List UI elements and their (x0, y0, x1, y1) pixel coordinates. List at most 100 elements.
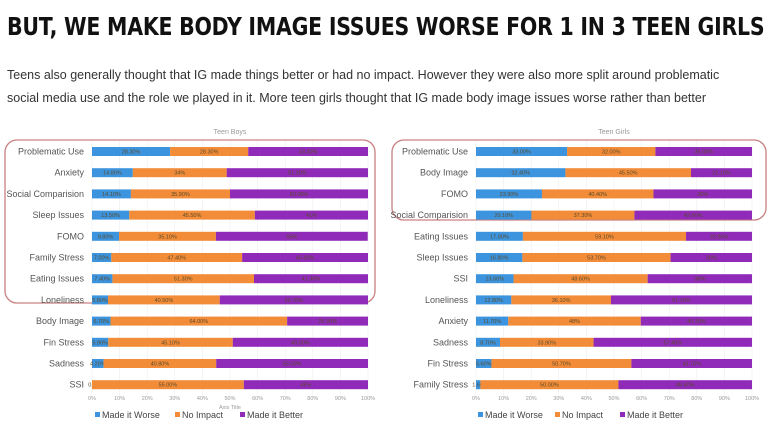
data-label: 48.60% (571, 277, 590, 283)
data-label: 23.90% (710, 234, 729, 240)
legend-label-made-it-better: Made it Better (247, 410, 303, 420)
bar-segment-made-it-better (610, 295, 752, 305)
data-label: 35.10% (158, 234, 177, 240)
x-tick-label: 40% (197, 396, 208, 402)
data-label: 49.00% (291, 340, 310, 346)
data-label: 45.50% (183, 213, 202, 219)
chart-teen-boys: Teen Boys Problematic Use 28.30% 28.30% 43.4… (4, 129, 376, 420)
data-label: 45% (300, 383, 311, 389)
legend-swatch-made-it-better (240, 412, 245, 417)
bar-row: Sleep Issues 16.80% 53.70% 30% (416, 253, 752, 263)
x-tick-label: 70% (280, 396, 291, 402)
bar-segment-made-it-better (232, 337, 368, 347)
category-label: Eating Issues (30, 274, 85, 284)
bar-segment-made-it-better (219, 295, 368, 305)
bar-segment-no-impact (132, 168, 227, 178)
data-label: 36% (697, 192, 708, 198)
bar-row: Sadness 4.20% 40.80% 55.00% (49, 359, 368, 369)
subtitle-line-1: Teens also generally thought that IG mad… (7, 68, 720, 82)
bar-segment-made-it-worse (476, 189, 542, 199)
bar-row: SSI 13.60% 48.60% 38% (453, 274, 752, 284)
data-label: 41.30% (302, 277, 321, 283)
data-label: 57.40% (663, 340, 682, 346)
data-label: 9.80% (98, 234, 114, 240)
bar-row: Fin Stress 5.60% 50.70% 43.70% (427, 359, 752, 369)
bar-row: Fin Stress 5.90% 45.10% 49.00% (43, 337, 368, 347)
bar-segment-made-it-worse (92, 168, 133, 178)
category-label: Loneliness (41, 295, 85, 305)
bar-segment-made-it-worse (92, 253, 112, 262)
bar-segment-no-impact (112, 274, 255, 284)
data-label: 7.40% (94, 277, 110, 283)
data-label: 40.40% (588, 192, 607, 198)
bar-row: SSI0.00%55.00%45% (69, 380, 368, 390)
bar-segment-made-it-worse (476, 231, 523, 241)
category-label: SSI (453, 274, 468, 284)
bar-segment-made-it-better (216, 359, 368, 368)
highlight-box (391, 139, 767, 221)
bar-row: Loneliness 5.80% 40.50% 53.70% (41, 295, 368, 305)
x-tick-label: 80% (307, 396, 318, 402)
bar-segment-made-it-worse (476, 316, 509, 326)
category-label: Anxiety (54, 168, 84, 178)
category-label: Eating Issues (414, 231, 469, 241)
data-label: 13.60% (485, 277, 504, 283)
bar-segment-made-it-worse (476, 210, 532, 220)
bar-segment-made-it-worse (92, 295, 109, 305)
bar-row: Problematic Use 33.00% 32.00% 35.00% (402, 147, 752, 157)
category-label: Sadness (49, 359, 85, 369)
bar-segment-no-impact (103, 359, 217, 368)
x-tick-label: 20% (142, 396, 153, 402)
bar-segment-made-it-worse (476, 380, 481, 390)
data-label: 32.40% (511, 171, 530, 177)
data-label: 33.00% (512, 150, 531, 156)
bar-segment-made-it-better (655, 147, 752, 156)
category-label: Family Stress (413, 380, 468, 390)
data-label: 28.30% (122, 150, 141, 156)
bar-segment-no-impact (108, 337, 233, 347)
x-tick-label: 50% (224, 396, 235, 402)
data-label: 51.10% (672, 298, 691, 304)
category-label: Family Stress (29, 253, 84, 263)
category-label: FOMO (441, 189, 468, 199)
bar-segment-made-it-better (226, 168, 368, 178)
category-label: Body Image (36, 316, 84, 326)
data-label: 14.10% (102, 192, 121, 198)
x-tick-label: 80% (691, 396, 702, 402)
bar-row: Problematic Use 28.30% 28.30% 43.40% (18, 147, 368, 157)
x-tick-label: 100% (361, 396, 375, 402)
category-label: Social Comparision (390, 210, 468, 220)
data-label: 14.80% (103, 171, 122, 177)
x-tick-label: 20% (526, 396, 537, 402)
bar-segment-made-it-better (243, 380, 368, 390)
bar-segment-made-it-better (653, 189, 752, 199)
bar-segment-no-impact (565, 168, 692, 178)
bar-segment-made-it-better (230, 189, 368, 199)
legend-swatch-no-impact (175, 412, 180, 417)
bar-segment-no-impact (513, 274, 648, 284)
bar-segment-no-impact (522, 253, 671, 262)
data-label: 22.10% (712, 171, 731, 177)
bar-segment-made-it-worse (476, 168, 566, 178)
bar-segment-made-it-better (647, 274, 752, 284)
data-label: 51.20% (288, 171, 307, 177)
data-label: 53.70% (285, 298, 304, 304)
x-tick-label: 70% (664, 396, 675, 402)
data-label: 16.80% (490, 256, 509, 262)
legend-swatch-made-it-better (620, 412, 625, 417)
bar-segment-no-impact (108, 295, 220, 305)
data-label: 30% (706, 256, 717, 262)
bar-segment-no-impact (130, 189, 230, 199)
legend-swatch-no-impact (555, 412, 560, 417)
legend-label-made-it-worse: Made it Worse (102, 410, 160, 420)
data-label: 40.50% (155, 298, 174, 304)
bar-segment-made-it-better (670, 253, 752, 262)
bar-segment-no-impact (508, 316, 641, 326)
bar-segment-made-it-better (686, 231, 752, 241)
bar-segment-made-it-better (215, 231, 368, 241)
data-label: 12.80% (484, 298, 503, 304)
bar-row: Body Image 32.40% 45.50% 22.10% (420, 168, 752, 178)
data-label: 43.40% (299, 150, 318, 156)
data-label: 32.00% (602, 150, 621, 156)
bar-segment-made-it-worse (92, 316, 111, 326)
